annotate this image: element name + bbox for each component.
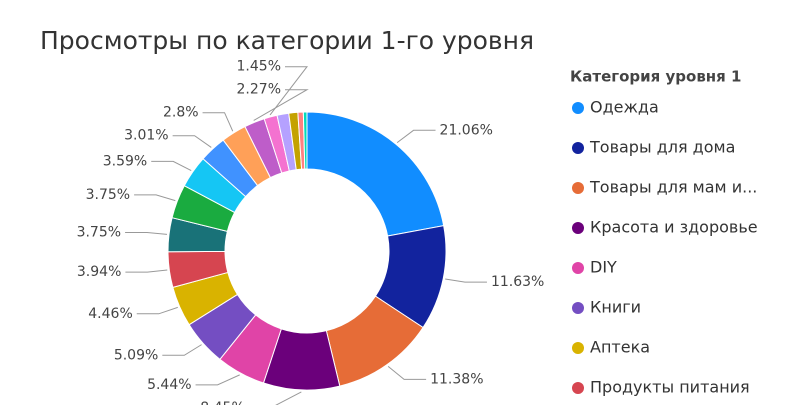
data-label: 4.46% <box>88 306 132 322</box>
legend-label: DIY <box>590 258 617 277</box>
data-label: 2.8% <box>163 105 199 121</box>
leader-line <box>396 129 436 143</box>
data-label: 11.38% <box>430 371 483 387</box>
data-label: 3.75% <box>77 224 121 240</box>
data-label: 11.63% <box>491 274 544 290</box>
data-label: 3.01% <box>124 128 168 144</box>
data-label: 5.44% <box>147 377 191 393</box>
legend-marker <box>572 182 584 194</box>
leader-line <box>134 194 176 202</box>
legend-marker <box>572 382 584 394</box>
data-label: 21.06% <box>440 122 493 138</box>
leader-line <box>195 374 240 386</box>
legend-label: Товары для мам и... <box>589 178 757 197</box>
leader-line <box>275 391 302 405</box>
leader-line <box>151 160 192 171</box>
leader-line <box>125 269 168 273</box>
data-label: 1.45% <box>237 59 281 75</box>
data-label: 3.94% <box>77 264 121 280</box>
data-label: 5.09% <box>114 347 158 363</box>
legend-marker <box>572 262 584 274</box>
legend-label: Аптека <box>590 338 650 357</box>
leader-line <box>162 344 202 356</box>
legend-marker <box>572 222 584 234</box>
leader-line <box>387 365 427 380</box>
data-label: 2.27% <box>237 82 281 98</box>
legend-label: Книги <box>590 298 641 317</box>
leader-line <box>253 89 309 121</box>
legend-label: Одежда <box>590 98 659 117</box>
legend-label: Красота и здоровье <box>590 218 758 237</box>
leader-line <box>172 135 212 148</box>
legend-title: Категория уровня 1 <box>570 68 741 86</box>
data-label: 3.75% <box>86 187 130 203</box>
leader-line <box>125 231 168 235</box>
legend-label: Продукты питания <box>590 378 750 397</box>
leader-line <box>445 278 487 283</box>
leader-line <box>202 112 234 132</box>
legend-marker <box>572 142 584 154</box>
chart-title: Просмотры по категории 1-го уровня <box>40 26 534 55</box>
legend-marker <box>572 102 584 114</box>
leader-line <box>269 66 309 116</box>
leader-line <box>136 306 178 315</box>
slice <box>302 111 308 170</box>
legend-label: Товары для дома <box>589 138 735 157</box>
legend-marker <box>572 302 584 314</box>
data-label: 3.59% <box>103 153 147 169</box>
legend-marker <box>572 342 584 354</box>
data-label: 8.45% <box>200 400 244 405</box>
